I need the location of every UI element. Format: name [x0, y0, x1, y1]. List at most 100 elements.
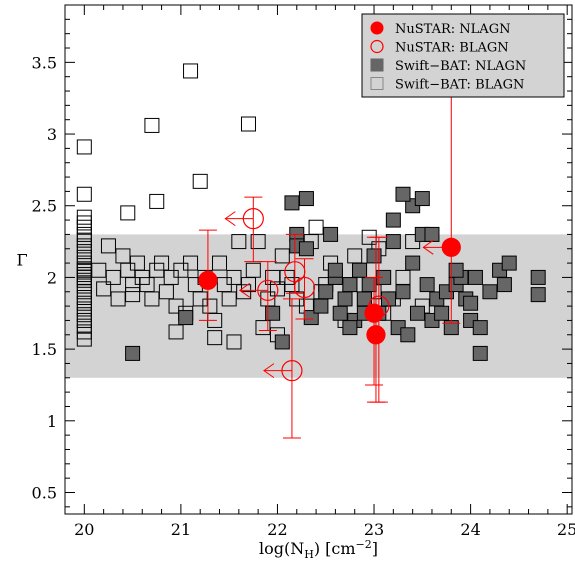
bat-nlagn-point: [327, 262, 343, 278]
y-tick-label: 2.5: [32, 197, 57, 216]
bat-nlagn-point: [467, 269, 483, 285]
legend-marker-bat-blagn: [370, 77, 384, 90]
y-tick-label: 0.5: [32, 483, 57, 502]
bat-blagn-point: [207, 330, 223, 346]
legend-box: [361, 13, 565, 98]
bat-nlagn-point: [395, 186, 411, 202]
bat-nlagn-point: [409, 305, 425, 321]
legend-label: Swift−BAT: BLAGN: [395, 78, 524, 93]
bat-nlagn-point: [274, 334, 290, 350]
x-tick-label: 22: [267, 520, 287, 539]
x-axis-title-main: log(N: [259, 539, 304, 558]
bat-nlagn-point: [385, 212, 401, 228]
bat-nlagn-point: [352, 262, 368, 278]
bat-blagn-point: [226, 334, 242, 350]
legend: NuSTAR: NLAGN NuSTAR: BLAGN Swift−BAT: NLA…: [361, 13, 565, 98]
bat-blagn-point: [100, 238, 116, 254]
bat-nlagn-point: [342, 277, 358, 293]
axis-ticks: 20 21 22 23 24 25 0.5 1 1.5 2 2.5 3 3.5: [32, 5, 575, 539]
legend-marker-nustar-blagn: [370, 39, 384, 54]
x-tick-label: 20: [74, 520, 94, 539]
bat-nlagn-point: [400, 327, 416, 343]
x-axis-title-sup: −2: [356, 538, 372, 551]
bat-nlagn-point: [472, 320, 488, 336]
bat-blagn-point: [144, 117, 160, 133]
y-tick-label: 1: [47, 412, 57, 431]
bat-nlagn-point: [298, 191, 314, 207]
x-axis-title: log(NH) [cm−2]: [259, 538, 378, 561]
upper-limit-arrowhead: [238, 282, 251, 298]
nustar-nlagn-point: [364, 303, 384, 323]
bat-blagn-point: [76, 139, 92, 155]
legend-label: Swift−BAT: NLAGN: [395, 59, 526, 74]
bat-nlagn-point: [414, 191, 430, 207]
nustar-blagn-point: [293, 276, 316, 299]
y-tick-label: 2: [47, 268, 57, 287]
bat-nlagn-point: [318, 284, 334, 300]
bat-nlagn-point: [463, 295, 479, 311]
bat-nlagn-point: [405, 255, 421, 271]
bat-nlagn-point: [419, 277, 435, 293]
nustar-blagn-point: [242, 208, 264, 230]
bat-nlagn-point: [496, 277, 512, 293]
bat-nlagn-point: [313, 298, 329, 314]
nustar-blagn-point: [281, 360, 303, 382]
bat-blagn-point: [168, 324, 184, 340]
x-axis-title-tail: ) [cm: [314, 539, 356, 558]
bat-nlagn-point: [342, 320, 358, 336]
bat-nlagn-point: [265, 305, 281, 321]
bat-blagn-point: [192, 173, 208, 189]
legend-label: NuSTAR: BLAGN: [395, 41, 509, 56]
bat-nlagn-point: [323, 226, 339, 242]
bat-blagn-point: [245, 262, 261, 278]
bat-nlagn-point: [178, 310, 194, 326]
bat-blagn-point: [240, 116, 256, 132]
y-tick-label: 3.5: [32, 53, 57, 72]
x-tick-label: 21: [171, 520, 191, 539]
bat-blagn-point: [149, 193, 165, 209]
bat-blagn-point: [183, 63, 199, 79]
nustar-nlagn-point: [366, 325, 386, 345]
bat-nlagn-point: [395, 284, 411, 300]
bat-nlagn-point: [284, 195, 300, 211]
nustar-blagn-point: [257, 279, 279, 301]
plot-border: [64, 4, 573, 515]
upper-limit-arrowhead: [224, 211, 236, 227]
y-tick-label: 1.5: [32, 340, 57, 359]
bat-blagn-point: [250, 234, 266, 250]
nustar-nlagn-point: [198, 270, 218, 290]
nustar-nlagn-point: [441, 237, 461, 257]
upper-limit-arrowhead: [263, 363, 275, 379]
bat-nlagn-point: [448, 262, 464, 278]
bat-nlagn-point: [332, 305, 348, 321]
bat-nlagn-point: [366, 248, 382, 264]
bat-nlagn-point: [434, 305, 450, 321]
x-axis-title-end: ]: [372, 539, 378, 558]
nustar-series: [198, 21, 461, 439]
bat-blagn-point: [274, 248, 290, 264]
bat-blagn-point: [76, 186, 92, 202]
bat-nlagn-point: [472, 345, 488, 361]
bat-nlagn-point: [530, 269, 546, 285]
bat-nlagn-point: [125, 345, 141, 361]
x-tick-label: 23: [364, 520, 384, 539]
bat-nlagn-point: [385, 234, 401, 250]
swift-bat-nlagn-series: [125, 186, 546, 361]
bat-nlagn-point: [337, 291, 353, 307]
bat-blagn-point: [212, 255, 228, 271]
bat-nlagn-point: [501, 255, 517, 271]
bat-nlagn-point: [530, 287, 546, 303]
y-axis-title: Γ: [16, 251, 27, 270]
bat-blagn-point: [96, 281, 112, 297]
bat-blagn-point: [231, 234, 247, 250]
y-tick-label: 3: [47, 125, 57, 144]
legend-marker-nustar-nlagn: [370, 21, 384, 35]
bat-nlagn-point: [298, 241, 314, 257]
x-tick-label: 25: [557, 520, 575, 539]
upper-limit-arrowhead: [422, 239, 434, 255]
legend-marker-bat-nlagn: [370, 58, 384, 72]
legend-label: NuSTAR: NLAGN: [395, 22, 510, 37]
bat-blagn-point: [120, 205, 136, 221]
bat-blagn-point: [125, 287, 141, 303]
